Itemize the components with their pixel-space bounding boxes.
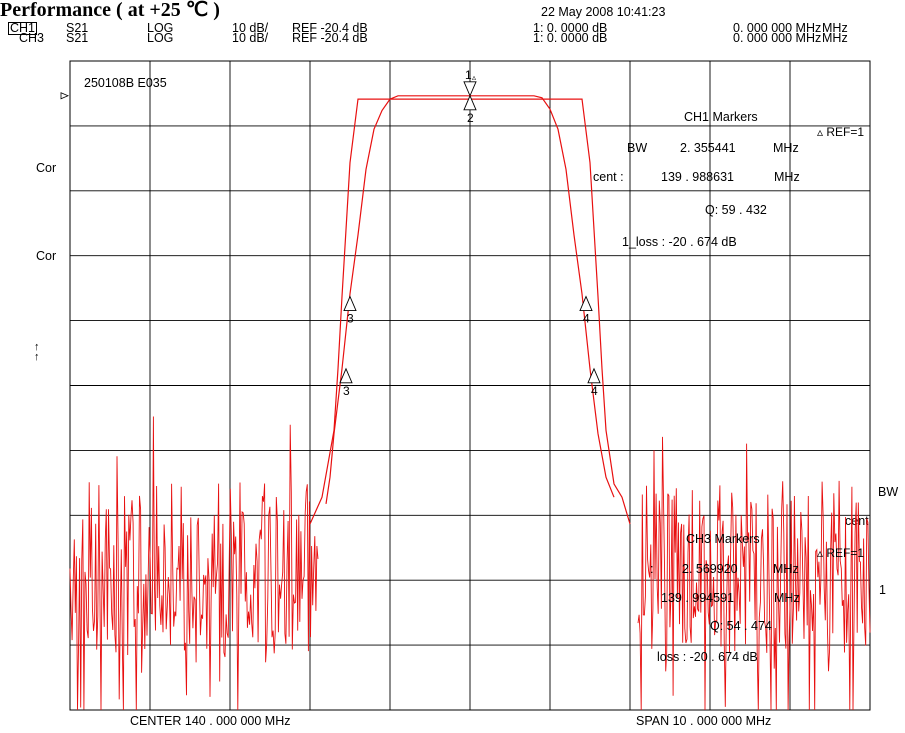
ch1-q-value: Q: 59 . 432 <box>705 203 767 217</box>
ch3-q-value: Q: 54 . 474 <box>710 619 772 633</box>
left-arrow-1: ↑ <box>34 341 40 353</box>
right-label-cent: cent <box>845 514 869 528</box>
ch1-param: S21 <box>66 21 89 35</box>
right-label-bw: BW <box>878 485 899 499</box>
ch1-bw-unit: MHz <box>773 141 799 155</box>
marker-triangle-up <box>579 295 593 311</box>
ch1-marker-readout: 1: 0. 0000 dB <box>533 21 608 35</box>
ch3-ref: REF -20.4 dB <box>292 31 368 45</box>
ch1-loss-value: 1_loss : -20 . 674 dB <box>622 235 737 249</box>
ch3-indicator[interactable]: CH3 <box>19 31 45 45</box>
marker-triangle-up <box>587 367 601 384</box>
ch3-bw-label: : <box>650 562 654 576</box>
ch1-cent-unit: MHz <box>774 170 800 184</box>
ch3-markers-title: CH3 Markers <box>686 532 760 546</box>
trace-noise-1 <box>637 436 871 711</box>
ch3-markers-ref: ▵ REF=1 <box>817 546 865 560</box>
page-title: Performance ( at +25 ℃ ) <box>0 0 220 21</box>
x-axis-span-label: SPAN 10 . 000 000 MHz <box>636 714 772 728</box>
ch3-freq-readout: 0. 000 000 MHz <box>733 31 822 45</box>
ch3-loss-value: loss : -20 . 674 dB <box>657 650 758 664</box>
marker-label: 1 <box>465 68 472 82</box>
marker-label: 3 <box>343 384 350 398</box>
x-axis-center-label: CENTER 140 . 000 000 MHz <box>130 714 291 728</box>
ch3-freq-unit: MHz <box>822 31 848 45</box>
marker-label: 2 <box>467 111 474 125</box>
plot-grid <box>60 60 871 711</box>
left-label-cor-2: Cor <box>36 249 57 263</box>
marker-label: 4 <box>591 384 598 398</box>
marker-delta-icon: ▵ <box>472 73 476 82</box>
marker-triangle-up <box>463 94 477 111</box>
marker-triangle-up <box>343 295 357 311</box>
ch1-scale: 10 dB/ <box>232 21 269 35</box>
ch3-param: S21 <box>66 31 89 45</box>
marker-triangle-down <box>463 81 477 97</box>
ch1-freq-unit: MHz <box>822 21 848 35</box>
right-label-one: 1 <box>879 583 886 597</box>
ch3-cent-value: 139 . 994591 <box>661 591 734 605</box>
ch1-indicator[interactable]: CH1 <box>8 21 38 35</box>
ch1-ref: REF -20.4 dB <box>292 21 368 35</box>
ch1-cent-label: cent : <box>593 170 624 184</box>
chart-annotation: 250108B E035 <box>84 76 167 90</box>
ch3-cent-unit: MHz <box>774 591 800 605</box>
ref-position-icon <box>60 92 70 100</box>
ch1-format: LOG <box>147 21 174 35</box>
markers: 1 ▵ 2 3 3 4 4 <box>339 68 601 398</box>
ch3-marker-readout: 1: 0. 0000 dB <box>533 31 608 45</box>
ch3-scale: 10 dB/ <box>232 31 269 45</box>
marker-label: 4 <box>583 312 590 326</box>
marker-triangle-up <box>339 367 353 384</box>
trace-ch3 <box>309 98 631 525</box>
marker-label: 3 <box>347 312 354 326</box>
left-label-cor-1: Cor <box>36 161 57 175</box>
ch1-freq-readout: 0. 000 000 MHz <box>733 21 822 35</box>
ch3-bw-unit: MHz <box>773 562 799 576</box>
left-arrow-2: ↑ <box>34 351 40 363</box>
ch3-format: LOG <box>147 31 174 45</box>
ch1-bw-label: BW <box>627 141 648 155</box>
ch1-markers-ref: ▵ REF=1 <box>817 125 865 139</box>
ch3-bw-value: 2. 569920 <box>682 562 738 576</box>
timestamp: 22 May 2008 10:41:23 <box>541 5 666 19</box>
ch1-cent-value: 139 . 988631 <box>661 170 734 184</box>
ch1-markers-title: CH1 Markers <box>684 110 758 124</box>
ch1-bw-value: 2. 355441 <box>680 141 736 155</box>
trace-noise-0 <box>69 416 319 711</box>
